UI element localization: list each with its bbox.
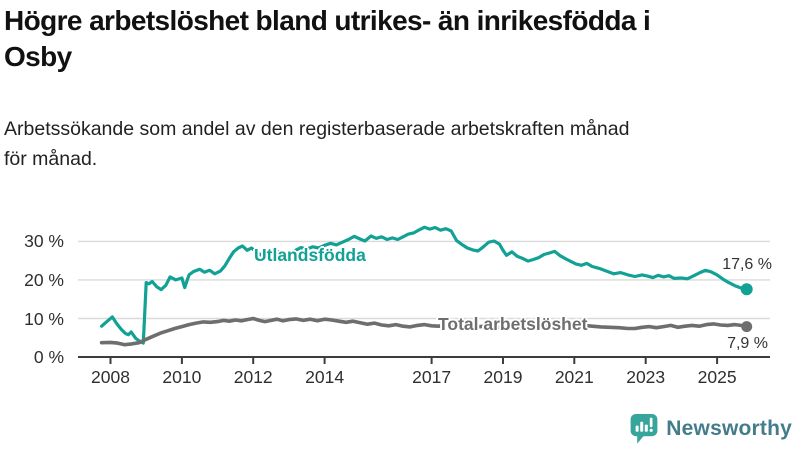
y-tick-label-0: 0 %	[33, 347, 64, 367]
series-end-dot-0	[740, 283, 753, 296]
x-tick-label-2014: 2014	[305, 367, 345, 387]
page-title-line-1: Högre arbetslöshet bland utrikes- än inr…	[4, 5, 651, 36]
series-label-total-arbetsloshet: Total arbetslöshet	[438, 314, 588, 334]
end-value-label-utlandsfodda: 17,6 %	[722, 256, 772, 273]
x-tick-label-2023: 2023	[626, 367, 666, 387]
chart-subtitle: Arbetssökande som andel av den registerb…	[4, 114, 629, 174]
x-tick-label-2008: 2008	[91, 367, 130, 387]
chart-subtitle-line-2: för månad.	[4, 148, 98, 170]
page-title: Högre arbetslöshet bland utrikes- än inr…	[4, 3, 651, 75]
x-tick-label-2021: 2021	[554, 367, 594, 387]
series-end-dot-1	[741, 321, 753, 333]
series-line-0	[99, 225, 749, 345]
page-title-line-2: Osby	[4, 41, 72, 72]
x-tick-label-2012: 2012	[233, 367, 273, 387]
newsworthy-logo: Newsworthy	[629, 412, 792, 446]
y-tick-label-10: 10 %	[24, 308, 64, 329]
x-tick-label-2025: 2025	[697, 367, 737, 387]
chart-subtitle-line-1: Arbetssökande som andel av den registerb…	[4, 118, 630, 140]
newsworthy-bubble-chart-icon	[630, 413, 658, 444]
x-tick-label-2010: 2010	[162, 367, 202, 387]
x-tick-label-2019: 2019	[483, 367, 523, 387]
series-line-1	[99, 316, 749, 347]
newsworthy-wordmark: Newsworthy	[666, 417, 792, 440]
y-tick-label-30: 30 %	[24, 231, 64, 252]
end-value-label-total-arbetsloshet: 7,9 %	[727, 335, 768, 352]
series-label-utlandsfodda: Utlandsfödda	[254, 245, 366, 265]
y-tick-label-20: 20 %	[24, 269, 64, 290]
x-tick-label-2017: 2017	[412, 367, 452, 387]
